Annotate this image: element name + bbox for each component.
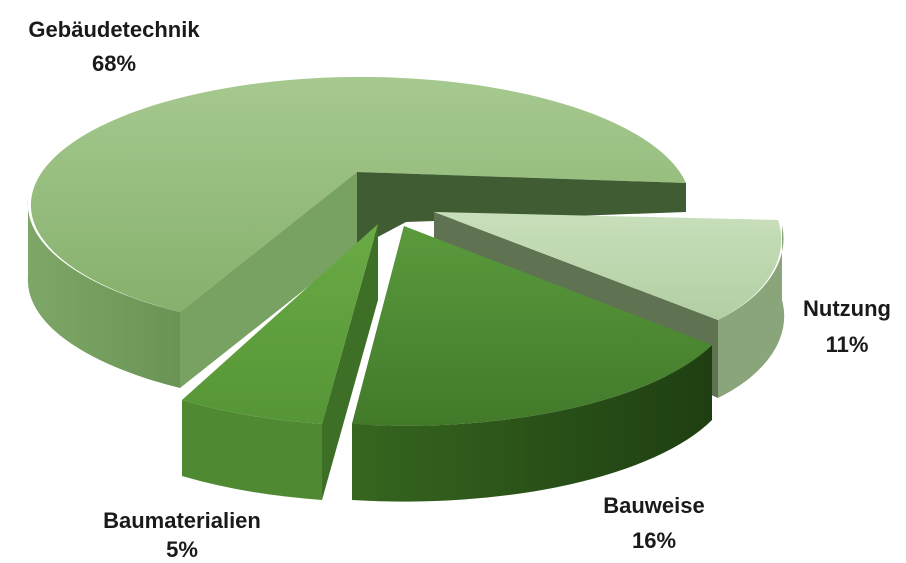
slice-nutzung-top [434,212,782,320]
label-gebaeudetechnik-name: Gebäudetechnik [28,17,200,42]
slice-baumaterialien-cut [322,224,378,500]
slice-baumaterialien [182,224,378,500]
label-nutzung-pct: 11% [826,332,869,357]
slice-bauweise-side [352,345,712,502]
slice-bauweise-top [352,226,712,426]
label-baumaterialien-name: Baumaterialien [103,508,261,533]
label-bauweise-pct: 16% [632,528,676,553]
slice-gebaeudetechnik [27,76,687,388]
slice-gebaeudetechnik-cut-right [357,172,686,248]
label-gebaeudetechnik-pct: 68% [92,51,136,76]
slice-nutzung-side [718,225,785,398]
slice-bauweise [352,226,712,502]
slice-gebaeudetechnik-side [27,200,180,388]
label-nutzung-name: Nutzung [803,296,891,321]
slice-gebaeudetechnik-cut-left [180,172,357,388]
label-bauweise-name: Bauweise [603,493,705,518]
slice-gebaeudetechnik-top [30,76,687,312]
slice-baumaterialien-side [182,400,322,500]
label-baumaterialien-pct: 5% [166,537,198,562]
slice-baumaterialien-top [182,224,378,424]
